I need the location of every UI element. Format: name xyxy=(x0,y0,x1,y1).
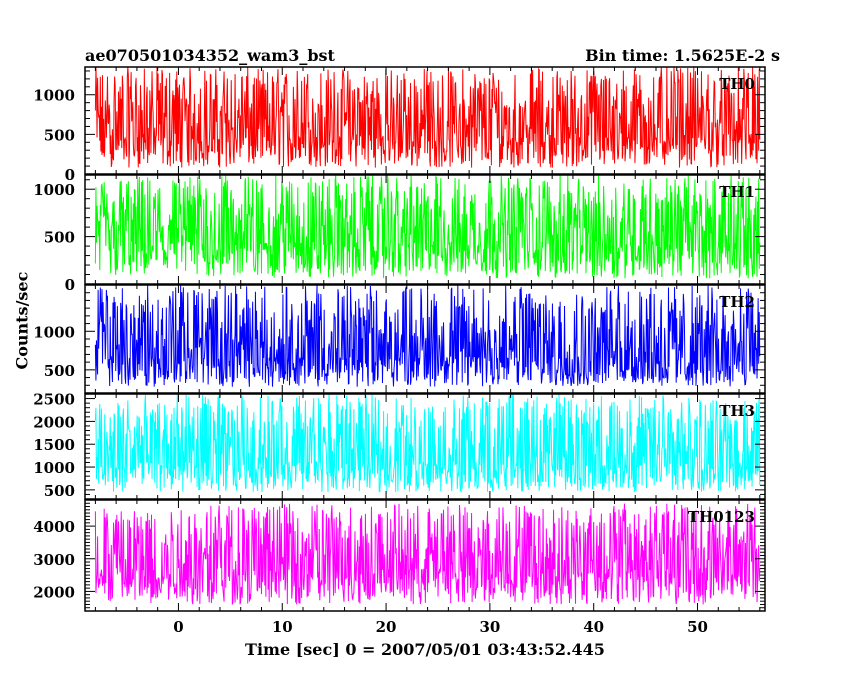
panel-label-th1: TH1 xyxy=(719,183,755,201)
panel-label-th0123: TH0123 xyxy=(688,508,755,526)
bin-time-label: Bin time: 1.5625E-2 s xyxy=(585,46,780,65)
x-tick-label: 50 xyxy=(687,618,708,636)
y-tick-label: 2500 xyxy=(33,391,75,409)
y-tick-label: 0 xyxy=(65,166,75,184)
x-tick-label: 10 xyxy=(272,618,293,636)
y-tick-label: 500 xyxy=(44,229,75,247)
plot-title: ae070501034352_wam3_bst xyxy=(85,46,335,65)
x-tick-label: 0 xyxy=(173,618,183,636)
panel-frame xyxy=(84,393,766,500)
panel-th2: 500 1000 TH2 xyxy=(33,284,766,394)
panel-frame xyxy=(84,174,766,285)
panel-label-th2: TH2 xyxy=(719,293,755,311)
y-tick-label: 4000 xyxy=(33,518,75,536)
series-line-th1 xyxy=(94,175,761,279)
y-tick-label: 1000 xyxy=(33,181,75,199)
y-tick-label: 1000 xyxy=(33,323,75,341)
series-line-th2 xyxy=(94,285,761,387)
panel-label-th0: TH0 xyxy=(719,75,755,93)
y-tick-label: 2000 xyxy=(33,583,75,601)
y-tick-label: 1500 xyxy=(33,436,75,454)
y-tick-label: 2000 xyxy=(33,413,75,431)
y-tick-label: 500 xyxy=(44,482,75,500)
x-tick-label: 40 xyxy=(583,618,604,636)
panel-th0123: 2000 3000 4000 TH0123 xyxy=(33,499,766,612)
y-tick-label: 1000 xyxy=(33,459,75,477)
x-tick-label: 30 xyxy=(479,618,500,636)
panel-th0: 0 500 1000 TH0 xyxy=(33,66,766,184)
series-line-th0 xyxy=(94,67,761,168)
y-tick-label: 0 xyxy=(65,276,75,294)
panel-th1: 0 500 1000 TH1 xyxy=(33,174,766,294)
x-axis-label: Time [sec] 0 = 2007/05/01 03:43:52.445 xyxy=(245,640,605,659)
y-tick-label: 500 xyxy=(44,126,75,144)
panel-th3: 500 1000 1500 2000 2500 TH3 xyxy=(33,391,766,500)
x-tick-label: 20 xyxy=(376,618,397,636)
panel-frame xyxy=(84,66,766,175)
series-line-th3 xyxy=(94,394,761,493)
y-tick-label: 3000 xyxy=(33,551,75,569)
series-line-th0123 xyxy=(94,503,761,605)
panel-label-th3: TH3 xyxy=(719,402,755,420)
y-tick-label: 500 xyxy=(44,362,75,380)
y-tick-label: 1000 xyxy=(33,87,75,105)
